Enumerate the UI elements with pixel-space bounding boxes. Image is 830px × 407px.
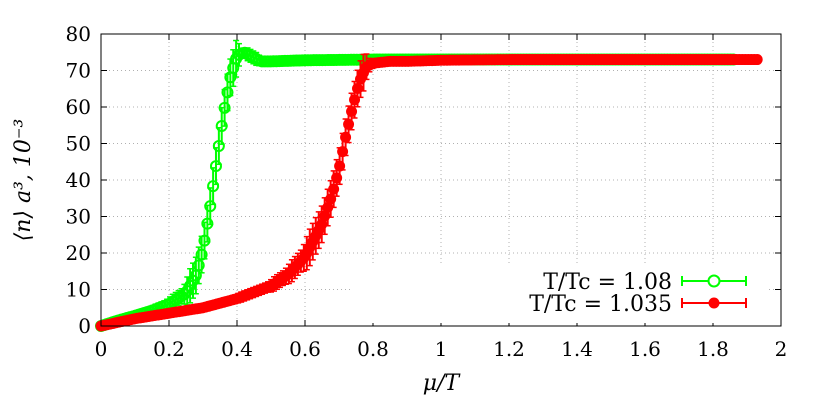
data-point [204,200,217,213]
legend-marker [708,297,720,309]
x-tick-label: 1.2 [493,337,525,361]
legend: T/Tc = 1.08T/Tc = 1.035 [529,270,747,317]
data-point [221,86,234,99]
x-tick-label: 2 [775,337,788,361]
x-axis-label: μ/T [423,371,462,396]
legend-label: T/Tc = 1.08 [543,270,672,295]
y-tick-label: 50 [66,132,91,156]
x-tick-label: 0.4 [221,337,253,361]
axis-ticks: 0 0.2 0.4 0.6 0.8 1 1.2 1.4 1.6 1.8 20102030405060… [66,22,788,361]
data-point [192,259,205,272]
data-point [198,234,211,247]
data-point [209,160,222,173]
data-point [751,54,763,66]
legend-marker [707,274,721,288]
x-tick-label: 1.6 [629,337,661,361]
legend-background [352,265,767,323]
y-tick-label: 20 [66,241,91,265]
series-2 [95,53,763,332]
legend-label: T/Tc = 1.035 [529,292,672,317]
data-point [218,101,231,114]
x-tick-label: 1.4 [561,337,593,361]
y-tick-label: 40 [66,168,91,192]
data-point [201,217,214,230]
x-tick-label: 1 [435,337,448,361]
y-tick-label: 0 [78,314,91,338]
x-tick-label: 1.8 [697,337,729,361]
x-tick-label: 0.6 [289,337,321,361]
y-tick-label: 30 [66,205,91,229]
y-tick-label: 80 [66,22,91,46]
x-tick-label: 0.8 [357,337,389,361]
data-point [212,140,225,153]
y-tick-label: 70 [66,59,91,83]
data-point [207,180,220,193]
y-axis-label: ⟨n⟩ a³, 10⁻³ [11,119,36,242]
x-tick-label: 0 [95,337,108,361]
x-tick-label: 0.2 [153,337,185,361]
y-tick-label: 60 [66,95,91,119]
series-layer [95,39,763,332]
y-tick-label: 10 [66,278,91,302]
